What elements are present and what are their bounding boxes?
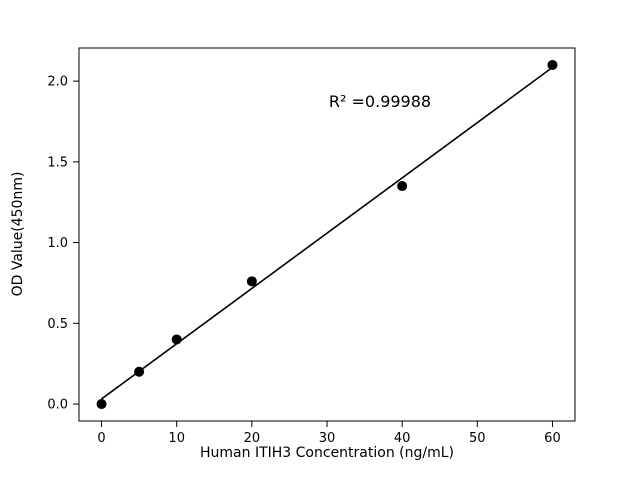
ticks-layer: 0 10 20 30 40 50 60 0.0 0.5 1.0 1.5 2.0 <box>47 75 560 446</box>
axes-spines <box>78 47 576 422</box>
x-tick-label: 10 <box>168 431 185 446</box>
data-point <box>134 366 145 377</box>
data-point <box>246 276 257 287</box>
y-tick-label: 1.5 <box>47 155 68 170</box>
r-squared-annotation: R² =0.99988 <box>329 92 431 111</box>
plot-area <box>79 48 575 421</box>
y-tick-label: 1.0 <box>47 236 68 251</box>
y-tick-label: 0.0 <box>47 398 68 413</box>
x-tick-label: 50 <box>469 431 486 446</box>
y-tick-label: 0.5 <box>47 317 68 332</box>
data-point <box>547 59 558 70</box>
x-tick-label: 30 <box>319 431 336 446</box>
y-tick-label: 2.0 <box>47 75 68 90</box>
data-point <box>96 399 107 410</box>
x-tick-label: 20 <box>244 431 261 446</box>
x-tick-label: 60 <box>544 431 561 446</box>
x-axis-label: Human ITIH3 Concentration (ng/mL) <box>200 445 454 461</box>
x-tick-label: 0 <box>97 431 105 446</box>
x-tick-label: 40 <box>394 431 411 446</box>
data-point <box>171 334 182 345</box>
y-axis-label: OD Value(450nm) <box>10 172 26 297</box>
data-points-layer <box>96 59 558 410</box>
data-point <box>397 181 408 192</box>
